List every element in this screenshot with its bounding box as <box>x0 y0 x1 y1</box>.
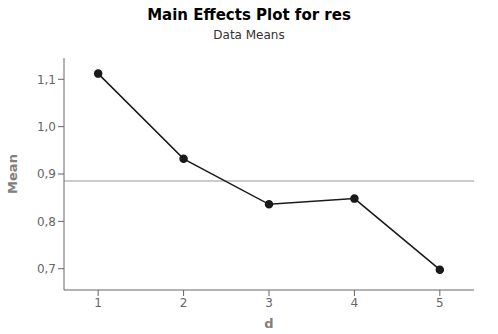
svg-text:4: 4 <box>351 296 359 310</box>
svg-text:1,1: 1,1 <box>37 73 56 87</box>
svg-text:3: 3 <box>265 296 273 310</box>
svg-text:0,9: 0,9 <box>37 167 56 181</box>
svg-text:5: 5 <box>436 296 444 310</box>
svg-text:2: 2 <box>180 296 188 310</box>
html-text:Main Effects Plot for res: Main Effects Plot for res <box>147 6 351 24</box>
svg-text:Mean: Mean <box>8 154 20 194</box>
html-text:Data Means: Data Means <box>213 28 285 42</box>
svg-text:d: d <box>264 316 273 331</box>
svg-text:1,0: 1,0 <box>37 120 56 134</box>
svg-text:0,7: 0,7 <box>37 262 56 276</box>
svg-text:1: 1 <box>94 296 102 310</box>
svg-text:0,8: 0,8 <box>37 215 56 229</box>
